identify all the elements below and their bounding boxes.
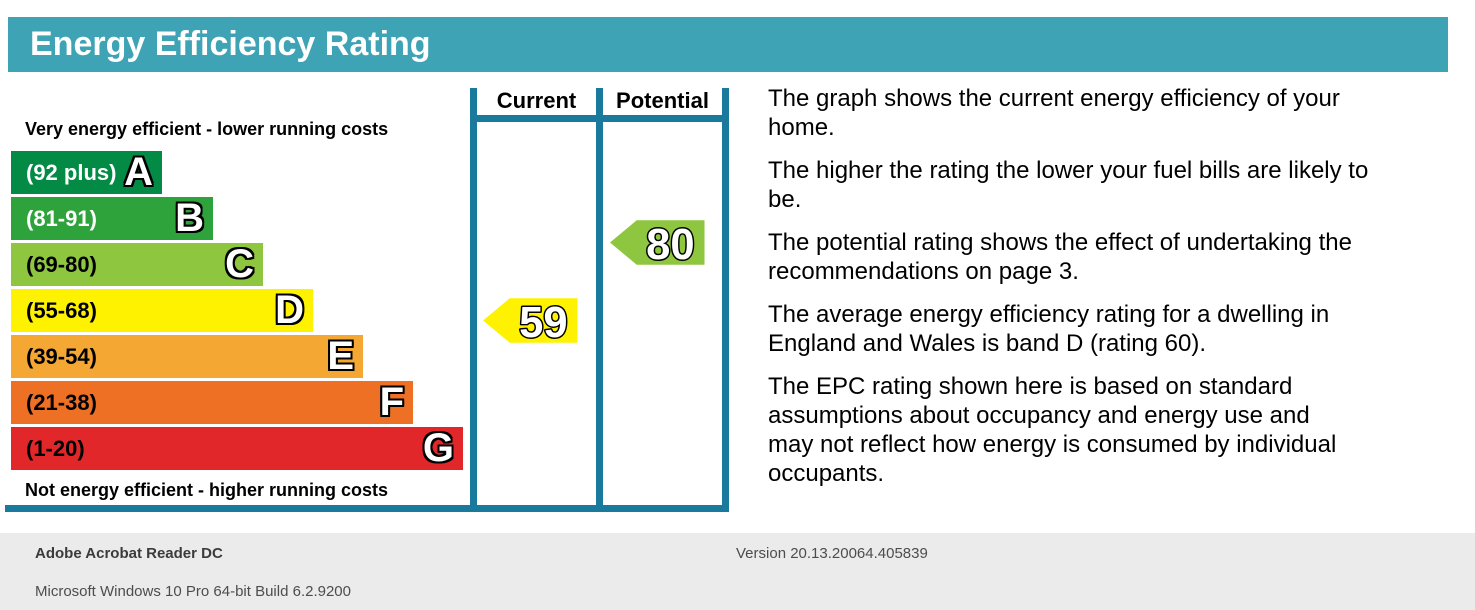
os-info: Microsoft Windows 10 Pro 64-bit Build 6.… [35,583,351,600]
page-title-bar: Energy Efficiency Rating [8,17,1448,72]
potential-column-header: Potential [616,88,709,113]
current-rating-value: 59 [519,299,567,343]
current-rating-arrow: 59 [483,298,578,343]
band-row-b: (81-91) B [11,197,213,240]
band-row-a: (92 plus) A [11,151,162,194]
band-letter: G [422,426,454,470]
current-arrow-shape [483,298,578,343]
band-letter: A [124,150,153,194]
band-letter: D [275,288,304,332]
description-paragraph-2: The higher the rating the lower your fue… [768,157,1369,213]
band-range-label: (39-54) [26,344,97,369]
band-range-label: (1-20) [26,436,85,461]
graph-description: The graph shows the current energy effic… [768,84,1475,502]
chart-header-underline [470,115,729,122]
band-letter: C [225,242,254,286]
chart-border-left [470,88,477,512]
band-row-c: (69-80) C [11,243,263,286]
app-version: Version 20.13.20064.405839 [736,545,928,562]
potential-rating-arrow: 80 [610,220,705,265]
description-paragraph-1: The graph shows the current energy effic… [768,85,1340,141]
band-range-label: (92 plus) [26,160,117,185]
description-paragraph-4: The average energy efficiency rating for… [768,301,1330,357]
description-paragraph-5: The EPC rating shown here is based on st… [768,373,1337,487]
current-column-header: Current [496,88,577,113]
band-row-g: (1-20) G [11,427,463,470]
app-name: Adobe Acrobat Reader DC [35,545,223,562]
potential-arrow-shape [610,220,705,265]
band-range-label: (81-91) [26,206,97,231]
chart-border-middle [596,88,603,512]
band-letter: F [379,380,404,424]
efficiency-top-note: Very energy efficient - lower running co… [25,119,389,139]
band-range-label: (69-80) [26,252,97,277]
potential-rating-value: 80 [646,221,694,265]
band-row-d: (55-68) D [11,289,313,332]
band-letter: E [327,334,354,378]
page-title: Energy Efficiency Rating [30,25,431,63]
efficiency-bottom-note: Not energy efficient - higher running co… [25,480,389,500]
band-range-label: (21-38) [26,390,97,415]
band-letter: B [175,196,204,240]
band-range-label: (55-68) [26,298,97,323]
band-row-e: (39-54) E [11,335,363,378]
system-info-bar: Adobe Acrobat Reader DC Version 20.13.20… [0,533,1475,610]
description-paragraph-3: The potential rating shows the effect of… [768,229,1352,285]
chart-border-right [722,88,729,512]
band-row-f: (21-38) F [11,381,413,424]
chart-bottom-border [5,505,729,512]
